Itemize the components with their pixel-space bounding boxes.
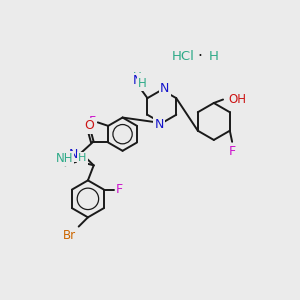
Text: N: N: [154, 118, 164, 131]
Text: H: H: [138, 76, 147, 90]
Text: F: F: [229, 145, 236, 158]
Text: OH: OH: [228, 93, 246, 106]
Text: Br: Br: [63, 229, 76, 242]
Text: H: H: [78, 153, 86, 163]
Text: H: H: [209, 50, 219, 63]
Text: N: N: [68, 148, 78, 161]
Text: H: H: [133, 71, 141, 84]
Text: HCl: HCl: [172, 50, 195, 63]
Text: F: F: [89, 116, 96, 128]
Text: O: O: [84, 119, 94, 132]
Text: ·: ·: [197, 49, 202, 64]
Text: N: N: [160, 82, 169, 95]
Text: F: F: [116, 183, 123, 196]
Text: NH: NH: [56, 152, 73, 165]
Text: N: N: [132, 74, 142, 87]
